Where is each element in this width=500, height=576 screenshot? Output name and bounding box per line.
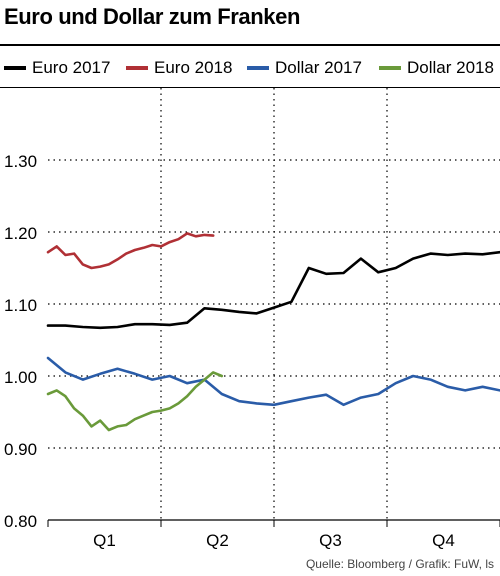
x-tick-label: Q4	[432, 531, 455, 550]
legend-label-euro-2018: Euro 2018	[154, 58, 233, 77]
chart-legend: Euro 2017 Euro 2018 Dollar 2017 Dollar 2…	[0, 56, 500, 80]
source-credit: Quelle: Bloomberg / Grafik: FuW, ls	[305, 557, 494, 571]
x-tick-label: Q3	[319, 531, 342, 550]
y-tick-label: 0.90	[4, 440, 37, 459]
legend-item-euro-2017: Euro 2017	[4, 56, 110, 80]
x-tick-label: Q1	[93, 531, 116, 550]
y-tick-label: 1.00	[4, 368, 37, 387]
legend-divider	[0, 87, 500, 88]
y-tick-label: 0.80	[4, 512, 37, 531]
y-tick-label: 1.20	[4, 224, 37, 243]
legend-swatch-dollar-2017	[247, 66, 269, 70]
legend-swatch-dollar-2018	[379, 66, 401, 70]
chart-title: Euro und Dollar zum Franken	[4, 4, 301, 29]
y-tick-label: 1.10	[4, 296, 37, 315]
legend-item-dollar-2017: Dollar 2017	[247, 56, 362, 80]
legend-label-dollar-2018: Dollar 2018	[407, 58, 494, 77]
legend-swatch-euro-2017	[4, 66, 26, 70]
series-dollar-2018	[46, 371, 224, 432]
legend-label-euro-2017: Euro 2017	[32, 58, 111, 77]
title-divider	[0, 44, 500, 46]
legend-item-euro-2018: Euro 2018	[126, 56, 232, 80]
x-tick-label: Q2	[206, 531, 229, 550]
series-euro-2017	[46, 250, 500, 330]
series-euro-2018	[46, 232, 215, 270]
legend-swatch-euro-2018	[126, 66, 148, 70]
legend-item-dollar-2018: Dollar 2018	[379, 56, 494, 80]
legend-label-dollar-2017: Dollar 2017	[275, 58, 362, 77]
y-tick-label: 1.30	[4, 152, 37, 171]
series-dollar-2017	[46, 356, 500, 407]
